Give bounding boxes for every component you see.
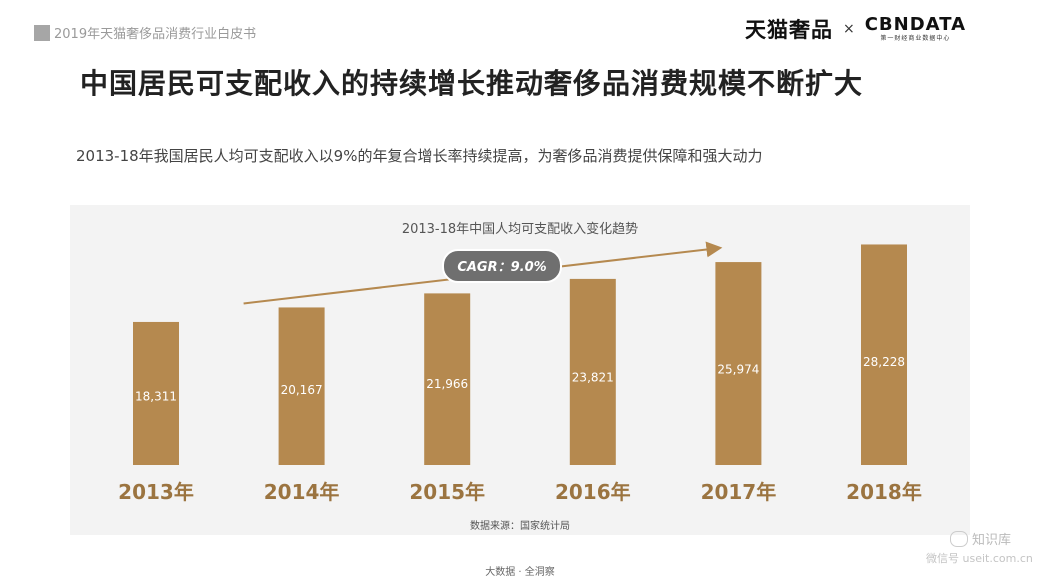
bar-value-label: 18,311 [135, 390, 177, 404]
cbndata-logo: CBNDATA 第一财经商业数据中心 [865, 15, 966, 43]
partner-logos: 天猫奢品 × CBNDATA 第一财经商业数据中心 [745, 14, 966, 44]
cagr-badge-text: CAGR：9.0% [457, 260, 546, 275]
bar-value-label: 25,974 [717, 363, 759, 377]
category-label: 2016年 [555, 480, 631, 504]
bar-2013年 [133, 321, 179, 465]
category-label: 2015年 [409, 480, 485, 504]
income-bar-chart: 2013-18年中国人均可支配收入变化趋势 18,311 2013年 20,167 2… [118, 221, 922, 532]
bar-2016年 [569, 278, 616, 465]
report-tag: 2019年天猫奢侈品消费行业白皮书 [34, 23, 256, 42]
tmall-luxury-logo: 天猫奢品 [744, 18, 833, 42]
cagr-badge-background [442, 249, 562, 283]
logo-separator: × [842, 21, 855, 37]
chart-source: 数据来源：国家统计局 [470, 519, 570, 532]
category-label: 2014年 [264, 480, 340, 504]
chart-title: 2013-18年中国人均可支配收入变化趋势 [402, 221, 638, 237]
category-label: 2013年 [118, 480, 194, 504]
chart-panel: 2013-18年中国人均可支配收入变化趋势 18,311 2013年 20,167 2… [70, 205, 970, 535]
bar-value-label: 21,966 [426, 377, 468, 391]
bar-2015年 [424, 293, 471, 465]
cbndata-logo-text: CBNDATA [864, 14, 966, 35]
watermark-brand: 知识库 [950, 529, 1011, 548]
cagr-badge: CAGR：9.0% [442, 249, 562, 283]
watermark-brand-text: 知识库 [972, 533, 1012, 548]
category-label: 2018年 [846, 480, 922, 504]
cbndata-logo-subtext: 第一财经商业数据中心 [880, 35, 951, 42]
page-title: 中国居民可支配收入的持续增长推动奢侈品消费规模不断扩大 [80, 67, 864, 100]
watermark-site: 微信号 useit.com.cn [926, 552, 1033, 565]
wechat-icon [950, 530, 968, 547]
report-tag-text: 2019年天猫奢侈品消费行业白皮书 [54, 27, 257, 42]
bar-2014年 [278, 307, 325, 465]
bar-value-label: 28,228 [863, 355, 905, 369]
bar-2017年 [715, 262, 762, 465]
report-tag-square-icon [34, 24, 50, 41]
category-label: 2017年 [701, 480, 777, 504]
bars-layer: 18,311 2013年 20,167 2014年 21,966 2015年 23,821 2… [118, 244, 922, 504]
bar-value-label: 23,821 [572, 370, 614, 384]
footer-slogan: 大数据 · 全洞察 [485, 567, 555, 578]
page-subtitle: 2013-18年我国居民人均可支配收入以9%的年复合增长率持续提高，为奢侈品消费… [76, 147, 763, 165]
bar-2018年 [861, 244, 907, 465]
bar-value-label: 20,167 [281, 383, 323, 397]
